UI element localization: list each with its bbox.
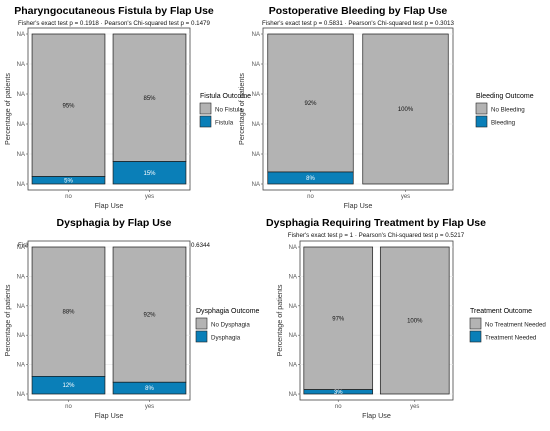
legend-title: Treatment Outcome [470, 308, 532, 315]
y-tick-label: NA [17, 245, 25, 251]
y-tick-label: NA [17, 363, 25, 369]
legend-item-label: Fistula [215, 120, 234, 127]
data-label: 15% [143, 171, 156, 177]
x-axis-label: Flap Use [362, 411, 391, 420]
data-label: 100% [398, 107, 414, 113]
x-tick-label: no [307, 194, 314, 200]
bar-segment-base [112, 246, 187, 383]
y-tick-label: NA [289, 304, 297, 310]
legend-title: Fistula Outcome [200, 93, 251, 100]
legend-key [199, 102, 212, 115]
legend-title: Dysphagia Outcome [196, 308, 260, 315]
x-tick-label: yes [145, 404, 154, 410]
y-tick-label: NA [289, 363, 297, 369]
y-axis-label: Percentage of patients [3, 284, 12, 356]
bar-segment-highlight [112, 381, 187, 395]
y-tick-label: NA [17, 182, 25, 188]
bar-segment-highlight [31, 176, 106, 185]
legend-item-label: No Dysphagia [211, 322, 250, 329]
x-tick-label: yes [410, 404, 419, 410]
bar-segment-highlight [267, 171, 354, 185]
data-label: 95% [62, 103, 75, 109]
legend-key [195, 330, 208, 343]
y-tick-label: NA [289, 245, 297, 251]
legend-item-label: Dysphagia [211, 335, 241, 342]
y-tick-label: NA [289, 333, 297, 339]
bar-segment-base [31, 33, 106, 177]
x-tick-label: no [65, 194, 72, 200]
legend-key [195, 317, 208, 330]
legend-title: Bleeding Outcome [476, 93, 534, 100]
x-tick-label: yes [401, 194, 410, 200]
y-tick-label: NA [252, 182, 260, 188]
y-tick-label: NA [17, 122, 25, 128]
y-tick-label: NA [17, 274, 25, 280]
x-tick-label: yes [145, 194, 154, 200]
x-axis-label: Flap Use [95, 201, 124, 210]
bar-segment-base [267, 33, 354, 173]
x-axis-label: Flap Use [95, 411, 124, 420]
data-label: 88% [62, 310, 75, 316]
y-tick-label: NA [17, 92, 25, 98]
y-tick-label: NA [252, 152, 260, 158]
legend-key [199, 115, 212, 128]
bar-segment-base [362, 33, 449, 185]
data-label: 97% [332, 316, 345, 322]
bar-segment-highlight [112, 161, 187, 185]
panel-title: Postoperative Bleeding by Flap Use [269, 5, 448, 17]
legend-item-label: No Treatment Needed [485, 322, 546, 329]
y-tick-label: NA [252, 92, 260, 98]
panel-subtitle: Fisher's exact test p = 0.1918 · Pearson… [18, 20, 210, 27]
y-tick-label: NA [17, 32, 25, 38]
bar-segment-base [31, 246, 106, 377]
data-label: 100% [407, 319, 423, 325]
panel-subtitle: Fisher's exact test p = 0.5831 · Pearson… [262, 20, 454, 27]
bar-segment-base [303, 246, 374, 390]
x-axis-label: Flap Use [344, 201, 373, 210]
x-tick-label: no [335, 404, 342, 410]
y-tick-label: NA [252, 32, 260, 38]
bar-segment-highlight [303, 389, 374, 395]
bar-segment-base [112, 33, 187, 162]
data-label: 92% [304, 101, 317, 107]
legend-key [475, 115, 488, 128]
data-label: 92% [143, 313, 156, 319]
panel-title: Dysphagia Requiring Treatment by Flap Us… [266, 217, 486, 229]
y-tick-label: NA [17, 392, 25, 398]
bar-segment-base [379, 246, 450, 395]
y-tick-label: NA [252, 122, 260, 128]
y-tick-label: NA [252, 62, 260, 68]
data-label: 8% [145, 386, 154, 392]
panel-title: Pharyngocutaneous Fistula by Flap Use [14, 5, 214, 17]
bar-segment-highlight [31, 376, 106, 395]
y-tick-label: NA [17, 304, 25, 310]
y-tick-label: NA [17, 62, 25, 68]
legend-item-label: Bleeding [491, 120, 516, 127]
y-axis-label: Percentage of patients [237, 73, 246, 145]
legend-item-label: No Fistula [215, 107, 243, 114]
y-axis-label: Percentage of patients [3, 73, 12, 145]
x-tick-label: no [65, 404, 72, 410]
data-label: 85% [143, 96, 156, 102]
data-label: 12% [62, 383, 75, 389]
y-axis-label: Percentage of patients [275, 284, 284, 356]
data-label: 5% [64, 178, 73, 184]
data-label: 3% [334, 390, 343, 396]
y-tick-label: NA [289, 392, 297, 398]
panel-subtitle: Fisher's exact test p = 1 · Pearson's Ch… [288, 232, 465, 239]
legend-item-label: No Bleeding [491, 107, 525, 114]
y-tick-label: NA [17, 333, 25, 339]
legend-key [469, 317, 482, 330]
panel-title: Dysphagia by Flap Use [57, 217, 172, 229]
y-tick-label: NA [17, 152, 25, 158]
y-tick-label: NA [289, 274, 297, 280]
legend-key [469, 330, 482, 343]
data-label: 8% [306, 176, 315, 182]
legend-key [475, 102, 488, 115]
legend-item-label: Treatment Needed [485, 335, 537, 342]
